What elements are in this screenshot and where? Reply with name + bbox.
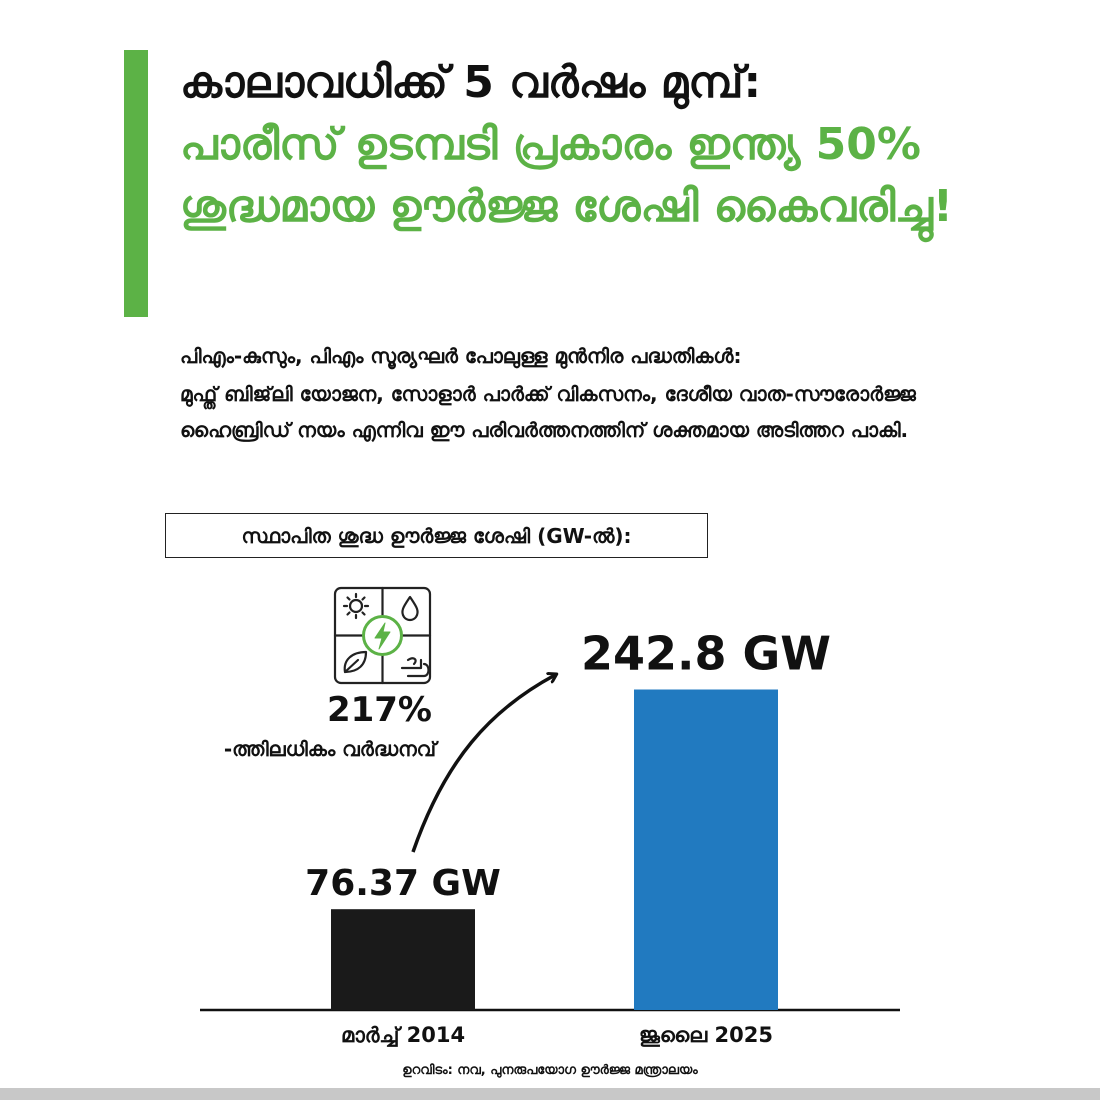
bar-0 (331, 909, 475, 1010)
intro-text: പിഎം-കുസും, പിഎം സൂര്യഘർ പോലുള്ള മുൻനിര … (180, 338, 1010, 448)
chart-title: സ്ഥാപിത ശുദ്ധ ഊർജ്ജ ശേഷി (GW-ൽ): (241, 523, 632, 548)
intro-paragraph-2: മുഫ്ത് ബിജ്‌ലി യോജന, സോളാർ പാർക്ക് വികസന… (180, 382, 916, 442)
headline: കാലാവധിക്ക് 5 വർഷം മുമ്പ്: പാരീസ് ഉടമ്പട… (180, 52, 1060, 238)
renewable-energy-grid-icon (333, 586, 432, 685)
source-note: ഉറവിടം: നവ, പുനരുപയോഗ ഊർജ്ജ മന്ത്രാലയം (402, 1063, 698, 1078)
chart-title-box: സ്ഥാപിത ശുദ്ധ ഊർജ്ജ ശേഷി (GW-ൽ): (165, 513, 708, 558)
growth-label: -ത്തിലധികം വർദ്ധനവ് (223, 737, 436, 761)
intro-paragraph-1: പിഎം-കുസും, പിഎം സൂര്യഘർ പോലുള്ള മുൻനിര … (180, 344, 742, 368)
bar-value-label-0: 76.37 GW (305, 863, 501, 904)
headline-line-2: പാരീസ് ഉടമ്പടി പ്രകാരം ഇന്ത്യ 50% ശുദ്ധമ… (180, 119, 953, 232)
bottom-strip (0, 1088, 1100, 1100)
growth-arrow (411, 675, 555, 853)
bar-value-label-1: 242.8 GW (581, 627, 831, 681)
accent-bar (124, 50, 148, 317)
bar-1 (634, 689, 778, 1010)
growth-percent: 217% (326, 690, 432, 730)
category-label-1: ജൂലൈ 2025 (639, 1023, 773, 1047)
category-label-0: മാർച്ച് 2014 (341, 1023, 465, 1047)
headline-line-1: കാലാവധിക്ക് 5 വർഷം മുമ്പ്: (180, 57, 762, 108)
